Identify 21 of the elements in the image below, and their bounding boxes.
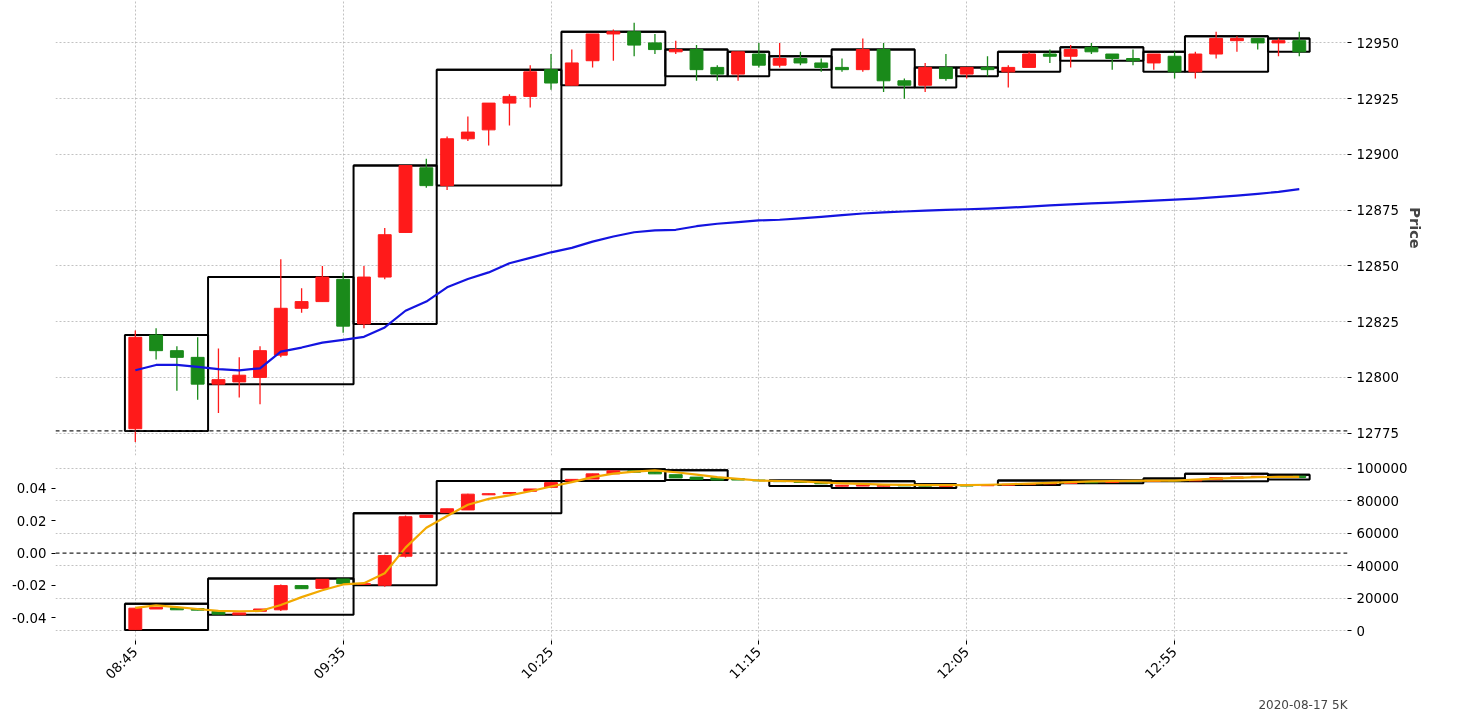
y2-tick-label: 60000 [1356,526,1399,542]
y2-tick-label: 12775 [1356,426,1399,442]
y2-tick-label: 12900 [1356,147,1399,163]
y2-axis-title: Price [1406,207,1424,249]
y2-tick-label: 80000 [1356,493,1399,509]
y2-tick-label: 12875 [1356,203,1399,219]
y2-tick-label: 12925 [1356,91,1399,107]
y-tick-label: 0.04 [16,481,47,497]
y2-tick-label: 12850 [1356,258,1399,274]
y-tick-label: 0.00 [16,546,47,562]
y-tick-label: 0.02 [16,513,47,529]
y2-tick-label: 12800 [1356,370,1399,386]
y-tick-label: -0.04 [12,610,47,626]
y2-tick-label: 12825 [1356,314,1399,330]
y2-tick-label: 20000 [1356,591,1399,607]
y2-tick-label: 100000 [1356,461,1408,477]
y2-tick-label: 12950 [1356,35,1399,51]
y2-tick-label: 40000 [1356,558,1399,574]
y-tick-label: -0.02 [12,578,47,594]
text: 2020-08-17 5K [1258,697,1349,712]
y2-tick-label: 0 [1356,623,1365,639]
